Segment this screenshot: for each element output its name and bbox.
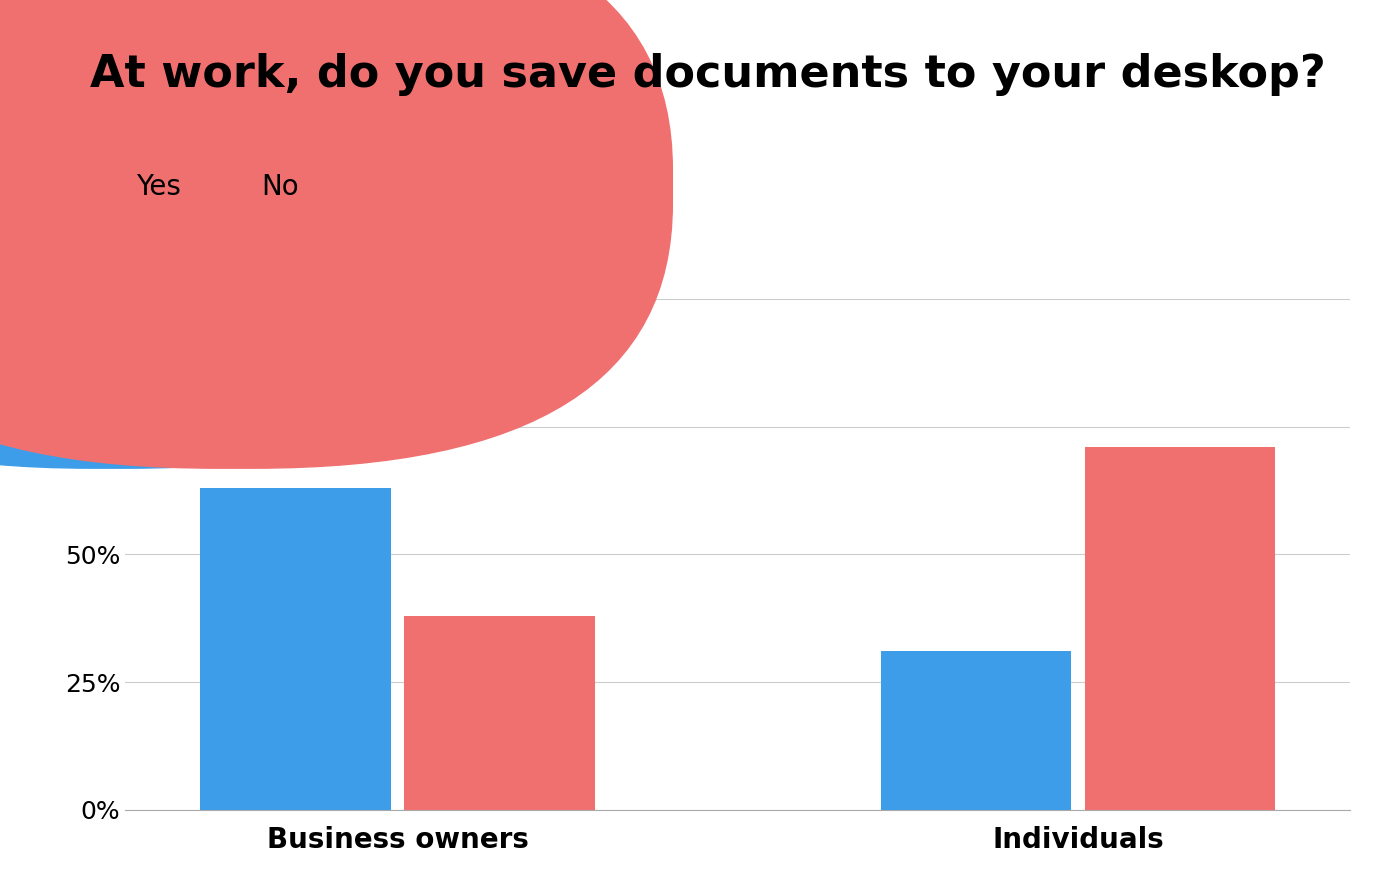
Bar xyxy=(1084,447,1275,810)
Bar xyxy=(404,616,594,810)
Text: At work, do you save documents to your deskop?: At work, do you save documents to your d… xyxy=(90,53,1327,96)
Bar xyxy=(200,488,391,810)
Text: Yes: Yes xyxy=(136,172,181,201)
Text: No: No xyxy=(262,172,299,201)
Bar xyxy=(881,651,1072,810)
